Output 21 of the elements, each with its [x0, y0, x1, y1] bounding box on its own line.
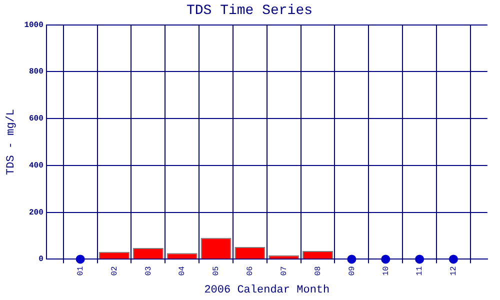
- y-tick-label: 0: [38, 255, 44, 264]
- x-tick-label: 10: [382, 266, 391, 276]
- x-tick-label: 03: [144, 266, 154, 276]
- x-axis-title: 2006 Calendar Month: [204, 284, 330, 296]
- x-tick-label: 07: [280, 266, 289, 276]
- x-tick-label: 05: [212, 266, 222, 276]
- x-tick-label: 04: [178, 266, 188, 276]
- y-axis-title: TDS - mg/L: [6, 108, 18, 176]
- y-tick-label: 200: [28, 208, 44, 218]
- y-tick-label: 600: [28, 114, 44, 124]
- y-tick-label: 800: [28, 68, 44, 77]
- x-tick-label: 02: [110, 266, 120, 276]
- x-tick-label: 08: [314, 266, 323, 276]
- y-tick-label: 1000: [24, 20, 44, 30]
- x-tick-label: 09: [348, 266, 357, 276]
- x-tick-label: 01: [76, 266, 86, 276]
- chart-title: TDS Time Series: [186, 3, 313, 20]
- y-tick-label: 400: [28, 161, 44, 170]
- x-tick-label: 06: [246, 266, 256, 276]
- x-tick-label: 11: [416, 266, 425, 276]
- x-tick-label: 12: [450, 266, 459, 276]
